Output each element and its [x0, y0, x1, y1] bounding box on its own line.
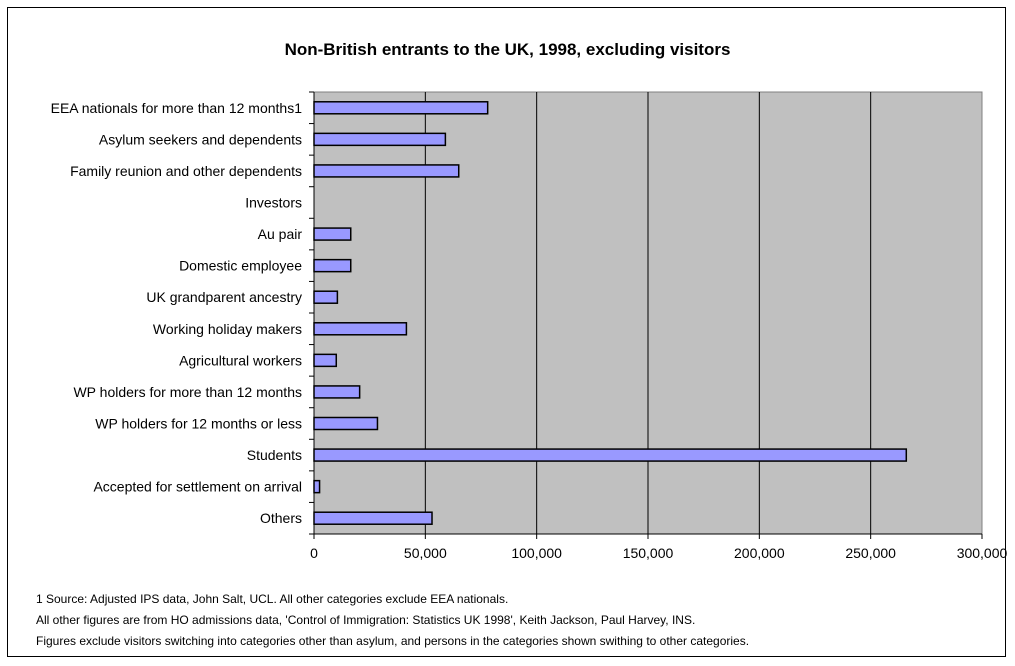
footnote-2: All other figures are from HO admissions…: [36, 613, 696, 627]
category-label: Accepted for settlement on arrival: [93, 479, 302, 495]
category-label: Others: [260, 510, 302, 526]
x-tick-label: 300,000: [957, 545, 1008, 561]
category-label: Domestic employee: [179, 258, 302, 274]
category-label: Au pair: [258, 226, 303, 242]
bar: [313, 322, 408, 336]
x-tick-label: 50,000: [404, 545, 447, 561]
bar: [313, 511, 433, 525]
bar: [313, 479, 321, 494]
bar: [313, 353, 338, 368]
category-label: UK grandparent ancestry: [146, 289, 302, 305]
x-tick-label: 0: [310, 545, 318, 561]
bar: [313, 290, 339, 304]
bar: [313, 258, 352, 273]
category-label: WP holders for more than 12 months: [73, 384, 302, 400]
category-label: Students: [247, 447, 302, 463]
footnote-1: 1 Source: Adjusted IPS data, John Salt, …: [36, 592, 509, 606]
category-label: WP holders for 12 months or less: [95, 416, 302, 432]
category-label: Working holiday makers: [153, 321, 302, 337]
bar: [313, 448, 908, 462]
bar: [313, 416, 379, 431]
category-label: Family reunion and other dependents: [70, 163, 302, 179]
category-label: Asylum seekers and dependents: [99, 131, 302, 147]
category-label: Agricultural workers: [179, 352, 302, 368]
category-label: EEA nationals for more than 12 months1: [51, 100, 303, 116]
category-label: Investors: [245, 195, 302, 211]
x-tick-label: 200,000: [734, 545, 785, 561]
x-tick-label: 250,000: [845, 545, 896, 561]
bar: [313, 227, 352, 241]
bar: [313, 101, 489, 115]
bar: [313, 385, 361, 399]
chart-title: Non-British entrants to the UK, 1998, ex…: [284, 40, 731, 59]
bar: [313, 132, 447, 147]
bar: [313, 164, 460, 178]
x-tick-label: 100,000: [511, 545, 562, 561]
footnote-3: Figures exclude visitors switching into …: [36, 634, 750, 648]
x-tick-label: 150,000: [623, 545, 674, 561]
